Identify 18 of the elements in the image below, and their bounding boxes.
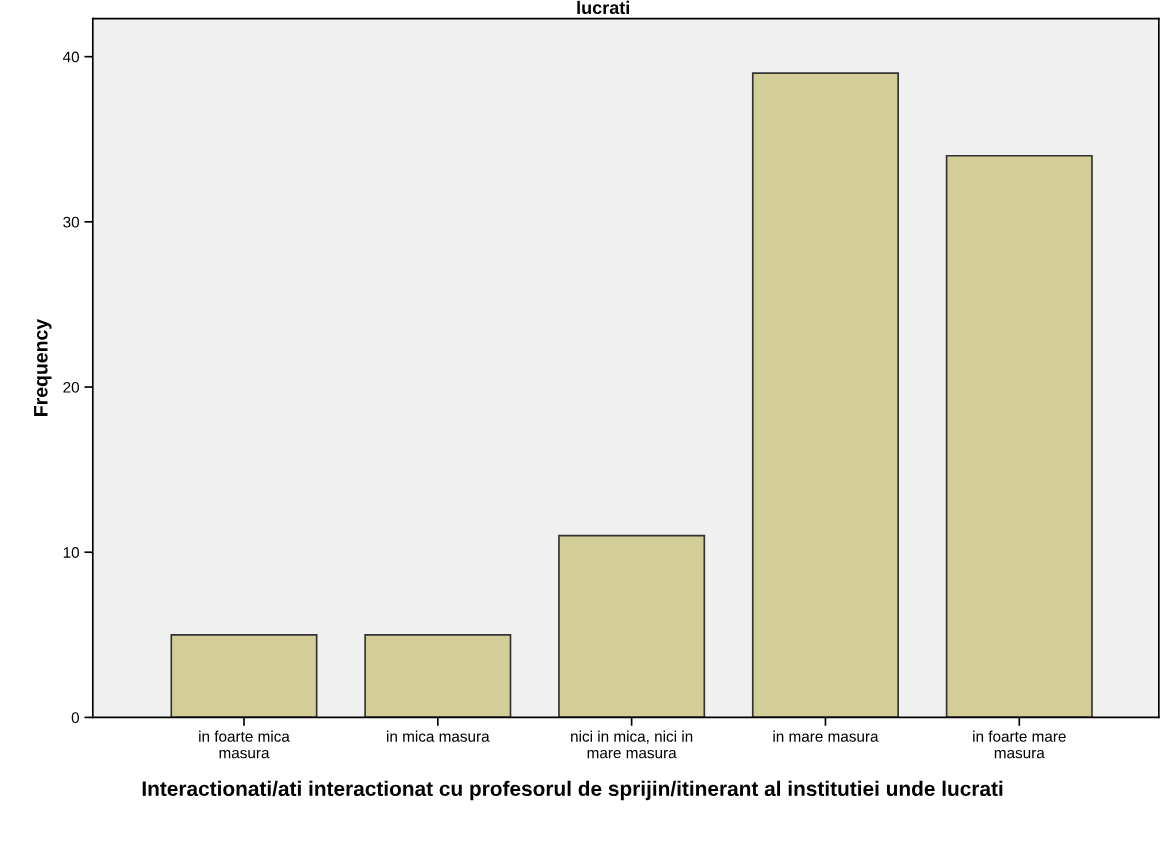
x-tick-label: in mare masura (773, 730, 879, 742)
bar (945, 154, 1093, 718)
x-tick-label: nici in mica, nici in mare masura (571, 730, 693, 759)
x-tick-label: in foarte mare masura (973, 730, 1066, 759)
y-tick-label: 10 (63, 547, 80, 558)
y-tick-label: 40 (62, 51, 80, 63)
bar (364, 633, 512, 718)
y-tick-label: 0 (71, 712, 80, 724)
y-tick-label: 20 (63, 381, 80, 393)
y-axis-title: Frequency (34, 318, 52, 416)
chart-title: lucrati (577, 0, 630, 15)
bar (170, 633, 318, 718)
x-axis-title: Interactionati/ati interactionat cu profesorul de sprijin/itinerant al institutiei unde lucrati (142, 780, 1003, 801)
x-tick-label: in foarte mica masura (199, 730, 290, 759)
x-tick-label: in mica masura (387, 730, 490, 742)
bar (751, 72, 899, 718)
y-tick-label: 30 (63, 216, 80, 228)
bar (558, 534, 706, 718)
